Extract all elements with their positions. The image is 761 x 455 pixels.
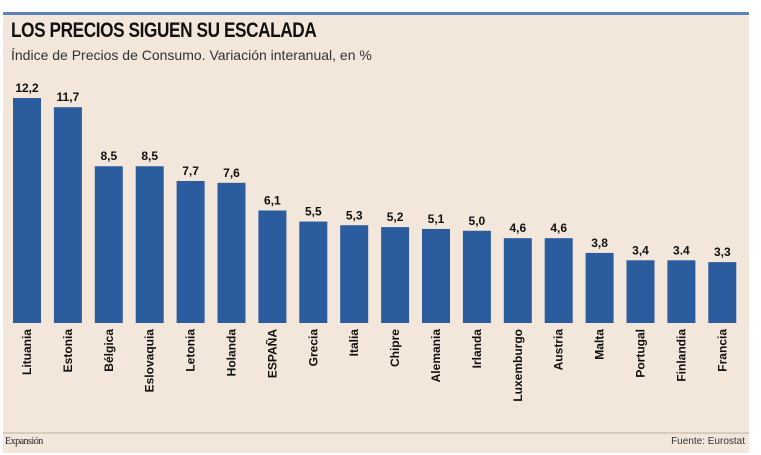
category-label: Italia — [347, 329, 361, 357]
bar-bélgica — [94, 166, 123, 323]
chart-title: LOS PRECIOS SIGUEN SU ESCALADA — [11, 19, 317, 42]
chart-panel: LOS PRECIOS SIGUEN SU ESCALADA Índice de… — [3, 12, 749, 453]
bar-austria — [544, 238, 573, 323]
value-label: 11,7 — [57, 90, 80, 104]
value-label: 4,6 — [550, 221, 567, 235]
category-label: Lituania — [20, 329, 34, 375]
bar-alemania — [422, 228, 450, 323]
value-label: 7,7 — [182, 164, 199, 178]
category-label: Finlandia — [674, 329, 688, 382]
bar-portugal — [626, 260, 655, 323]
category-label: Letonia — [184, 329, 198, 372]
value-label: 3,4 — [632, 243, 649, 257]
bar-grecia — [299, 221, 328, 323]
category-label: Portugal — [634, 329, 648, 378]
source-label: Fuente: Eurostat — [671, 436, 745, 447]
category-label: Alemania — [429, 329, 443, 383]
value-label: 5,3 — [346, 208, 363, 222]
category-label: Irlanda — [470, 329, 484, 369]
category-label: Austria — [552, 329, 566, 371]
category-label: Bélgica — [102, 329, 116, 372]
bar-chart: 12,2 Lituania 11,7 Estonia 8,5 Bélgica 8,5 Eslo… — [13, 81, 737, 402]
value-label: 3,3 — [714, 245, 731, 259]
value-label: 8,5 — [141, 149, 158, 163]
bar-italia — [340, 225, 369, 323]
category-label: ESPAÑA — [264, 329, 279, 378]
category-label: Francia — [715, 329, 729, 372]
bar-francia — [708, 262, 737, 323]
category-label: Holanda — [225, 329, 239, 377]
bar-estonia — [53, 107, 82, 323]
category-label: Grecia — [306, 329, 320, 367]
bar-holanda — [217, 182, 246, 323]
bar-eslovaquia — [135, 166, 164, 323]
value-label: 6,1 — [264, 194, 281, 208]
value-label: 12,2 — [15, 81, 39, 95]
value-label: 8,5 — [100, 149, 117, 163]
chart-subtitle: Índice de Precios de Consumo. Variación … — [11, 47, 372, 63]
bar-malta — [585, 252, 614, 323]
value-label: 7,6 — [223, 166, 240, 180]
category-label: Eslovaquia — [143, 329, 157, 393]
value-label: 5,5 — [305, 205, 322, 219]
category-label: Estonia — [61, 329, 75, 373]
category-label: Luxemburgo — [511, 329, 525, 402]
bar-chipre — [381, 227, 410, 323]
bar-letonia — [176, 180, 205, 323]
brand-label: Expansión — [5, 436, 43, 447]
bar-luxemburgo — [503, 238, 532, 323]
bar-españa — [258, 210, 287, 323]
bar-irlanda — [462, 230, 491, 323]
bar-lituania — [13, 98, 41, 323]
footer-divider — [3, 432, 749, 434]
value-label: 3.4 — [673, 243, 690, 257]
value-label: 5,2 — [387, 210, 404, 224]
value-label: 5,1 — [428, 212, 445, 226]
category-label: Chipre — [388, 329, 402, 367]
value-label: 3,8 — [591, 236, 608, 250]
bar-finlandia — [667, 260, 696, 323]
category-label: Malta — [593, 329, 607, 360]
value-label: 5,0 — [469, 214, 486, 228]
value-label: 4,6 — [509, 221, 526, 235]
